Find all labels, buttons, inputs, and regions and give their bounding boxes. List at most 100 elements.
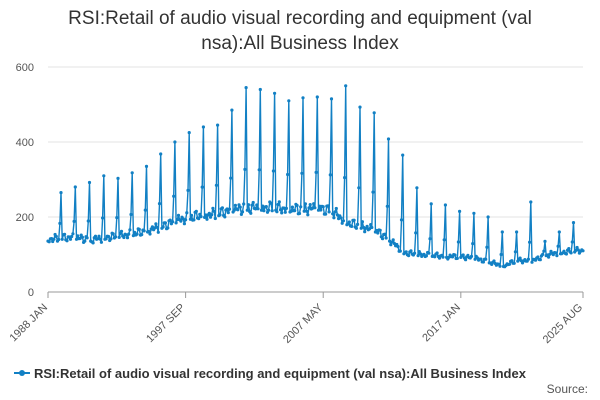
legend-label: RSI:Retail of audio visual recording and… — [34, 365, 526, 381]
data-point — [295, 203, 299, 208]
data-point — [413, 251, 417, 255]
data-point — [512, 261, 516, 265]
data-point — [119, 229, 124, 233]
data-point — [211, 206, 215, 210]
data-point — [290, 205, 294, 209]
data-point — [213, 216, 217, 221]
data-point — [52, 237, 56, 241]
data-point — [314, 170, 318, 174]
data-point — [312, 202, 316, 206]
data-point — [464, 258, 468, 262]
data-point — [299, 205, 303, 209]
data-point — [249, 211, 253, 215]
data-point — [243, 167, 247, 171]
data-point — [297, 211, 302, 216]
chart-legend[interactable]: RSI:Retail of audio visual recording and… — [14, 364, 526, 382]
data-point — [106, 234, 111, 239]
data-point — [433, 255, 437, 259]
data-point — [458, 209, 462, 213]
data-point — [101, 216, 105, 220]
data-point — [157, 202, 162, 206]
data-point — [385, 204, 389, 208]
chart-title-line-2: nsa):All Business Index — [201, 33, 399, 54]
data-point — [415, 186, 419, 190]
data-point — [83, 239, 87, 243]
data-point — [218, 213, 222, 217]
data-point — [122, 235, 126, 240]
data-point — [236, 208, 240, 212]
data-point — [538, 258, 542, 262]
data-point — [529, 200, 533, 204]
data-point — [233, 203, 237, 207]
data-point — [378, 228, 382, 232]
legend-line-marker-icon — [14, 370, 30, 376]
data-point — [473, 257, 477, 261]
data-point — [276, 202, 280, 207]
data-point — [116, 176, 120, 180]
data-point — [135, 232, 139, 236]
data-point — [210, 213, 214, 217]
data-point — [181, 217, 185, 221]
data-point — [220, 206, 224, 210]
data-point — [73, 185, 77, 189]
data-point — [246, 203, 251, 207]
data-point — [85, 236, 89, 240]
data-point — [479, 257, 483, 261]
data-point — [510, 259, 514, 263]
data-point — [536, 255, 540, 259]
data-point — [267, 208, 271, 212]
y-tick-label: 0 — [28, 287, 34, 299]
data-point — [526, 257, 531, 261]
data-point — [47, 240, 51, 244]
data-point — [91, 241, 95, 245]
data-point — [207, 211, 211, 215]
data-point — [327, 210, 331, 214]
data-point — [200, 185, 204, 189]
data-point — [329, 97, 334, 101]
data-point — [386, 137, 391, 141]
data-point — [173, 140, 177, 144]
data-point — [216, 123, 220, 127]
data-point — [262, 209, 266, 213]
data-point — [328, 173, 332, 177]
data-point — [204, 213, 208, 217]
data-point — [168, 218, 172, 222]
data-point — [80, 235, 84, 239]
data-point — [271, 169, 275, 173]
data-point — [176, 213, 181, 217]
data-point — [270, 209, 274, 213]
y-tick-label: 400 — [16, 137, 34, 149]
data-point — [486, 215, 490, 219]
data-point — [455, 256, 459, 260]
data-point — [76, 234, 80, 238]
data-point — [287, 99, 291, 103]
data-point — [244, 86, 248, 90]
data-point — [569, 251, 573, 255]
data-point — [275, 210, 279, 214]
data-point — [99, 240, 103, 244]
data-point — [332, 216, 336, 220]
data-point — [354, 226, 358, 230]
data-point — [70, 234, 74, 239]
data-point — [208, 215, 213, 219]
data-point — [171, 220, 175, 224]
data-point — [472, 211, 476, 215]
data-point — [229, 176, 233, 180]
data-point — [409, 249, 413, 253]
data-point — [179, 219, 183, 223]
data-point — [344, 84, 348, 88]
data-point — [117, 235, 121, 239]
data-point — [269, 201, 273, 205]
data-point — [414, 231, 418, 235]
data-point — [230, 108, 234, 112]
data-point — [258, 87, 262, 92]
data-point — [389, 243, 393, 247]
data-point — [418, 252, 423, 256]
data-point — [456, 240, 460, 244]
data-point — [498, 264, 502, 268]
data-point — [513, 250, 518, 254]
data-point — [367, 227, 372, 231]
data-point — [399, 218, 404, 222]
data-point — [372, 111, 376, 115]
data-point — [174, 221, 178, 225]
